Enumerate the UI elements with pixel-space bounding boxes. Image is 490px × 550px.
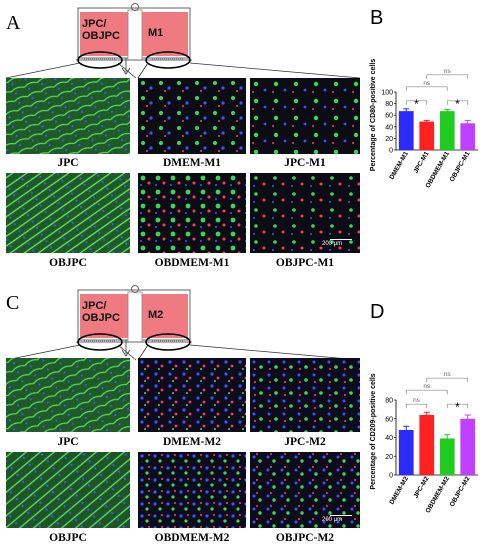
significance-label: * (414, 97, 419, 111)
x-tick-label: JPC-M1 (412, 150, 430, 174)
y-tick-label: 40 (385, 435, 393, 442)
significance-bracket (446, 100, 469, 105)
bar-chart-d: D Percentage of CD209-positive cells 0 20 40… (370, 301, 478, 514)
chamber-right-label-bottom: M2 (148, 309, 164, 321)
micrograph-obdmem-m-bottom (138, 452, 246, 528)
micrograph-objpc-m-bottom (250, 452, 360, 528)
y-tick-label: 0 (389, 473, 393, 480)
y-tick-label: 60 (385, 113, 393, 120)
y-tick-label: 20 (385, 136, 393, 143)
micrograph-dmem-m-top (138, 78, 246, 154)
panel-letter: B (370, 8, 383, 29)
caption-obdmem-m-bottom: OBDMEM-M2 (154, 532, 230, 544)
caption-objpc-bottom: OBJPC (49, 532, 87, 544)
y-tick-label: 100 (381, 90, 393, 97)
transwell-diagram-bottom (70, 284, 198, 352)
caption-obdmem-m-top: OBDMEM-M1 (154, 257, 230, 269)
caption-jpc-top: JPC (57, 157, 79, 169)
significance-bracket (405, 403, 428, 409)
significance-label: * (455, 400, 460, 414)
connector-lines-bottom (5, 340, 361, 361)
bar (439, 111, 455, 150)
bar (419, 121, 435, 150)
y-tick-label: 0 (389, 148, 393, 155)
y-axis-label: Percentage of CD209-positive cells (370, 373, 377, 489)
caption-dmem-m-top: DMEM-M1 (162, 157, 222, 169)
bar (398, 430, 414, 475)
micrograph-jpc-m-bottom (250, 358, 360, 432)
x-tick-label: JPC-M2 (412, 475, 430, 499)
scale-bar-line-top (330, 239, 352, 240)
y-tick-label: 80 (385, 398, 393, 405)
micrograph-obdmem-m-top (138, 173, 246, 253)
significance-bracket (446, 403, 469, 409)
y-tick-label: 60 (385, 416, 393, 423)
chamber-right-label-top: M1 (148, 27, 164, 39)
significance-bracket (426, 377, 469, 383)
panel-letter: D (370, 301, 384, 323)
y-tick-label: 20 (385, 454, 393, 461)
significance-label: ns (444, 68, 452, 75)
micrograph-objpc-top (6, 173, 130, 253)
y-axis-label: Percentage of CD80-positive cells (370, 59, 377, 172)
significance-bracket (426, 74, 469, 79)
scale-bar-label-top: 200 μm (322, 241, 343, 247)
micrograph-jpc-top (6, 78, 130, 154)
panel-letter-c: C (6, 292, 20, 314)
micrograph-jpc-bottom (6, 358, 130, 432)
panel-letter-a: A (6, 12, 21, 34)
bar-chart-b: B Percentage of CD80-positive cells 0 20 40 6… (370, 8, 478, 189)
connector-lines-top (5, 58, 361, 79)
significance-label: ns (423, 383, 431, 390)
significance-bracket (405, 100, 428, 105)
chamber-left-label-bottom: JPC/ OBJPC (82, 300, 120, 324)
x-tick-label: DMEM-M1 (388, 150, 410, 181)
x-tick-label: DMEM-M2 (388, 475, 410, 506)
bar (439, 438, 455, 475)
significance-bracket (405, 86, 448, 91)
scale-bar-label-bottom: 200 μm (322, 517, 343, 523)
caption-jpc-bottom: JPC (57, 436, 79, 448)
micrograph-objpc-bottom (6, 452, 130, 528)
caption-objpc-top: OBJPC (49, 257, 87, 269)
bar (460, 418, 476, 475)
caption-jpc-m-bottom: JPC-M2 (284, 436, 326, 448)
y-tick-label: 40 (385, 124, 393, 131)
bar (460, 123, 476, 150)
transwell-diagram-top (70, 2, 198, 70)
significance-label: ns (444, 371, 452, 378)
micrograph-jpc-m-top (250, 78, 360, 154)
caption-dmem-m-bottom: DMEM-M2 (162, 436, 222, 448)
micrograph-dmem-m-bottom (138, 358, 246, 432)
significance-label: ns (413, 397, 421, 404)
x-tick-label: OBJPC-M2 (449, 475, 472, 508)
bar (398, 111, 414, 150)
scale-bar-line-bottom (330, 515, 352, 516)
significance-label: * (455, 97, 460, 111)
micrograph-objpc-m-top (250, 173, 360, 253)
chamber-left-label-top: JPC/ OBJPC (82, 18, 120, 42)
significance-bracket (405, 389, 448, 395)
bar (419, 415, 435, 475)
y-tick-label: 80 (385, 101, 393, 108)
significance-label: ns (423, 80, 431, 87)
caption-jpc-m-top: JPC-M1 (284, 157, 326, 169)
caption-objpc-m-bottom: OBJPC-M2 (275, 532, 335, 544)
x-tick-label: OBJPC-M1 (449, 150, 472, 183)
caption-objpc-m-top: OBJPC-M1 (275, 257, 335, 269)
